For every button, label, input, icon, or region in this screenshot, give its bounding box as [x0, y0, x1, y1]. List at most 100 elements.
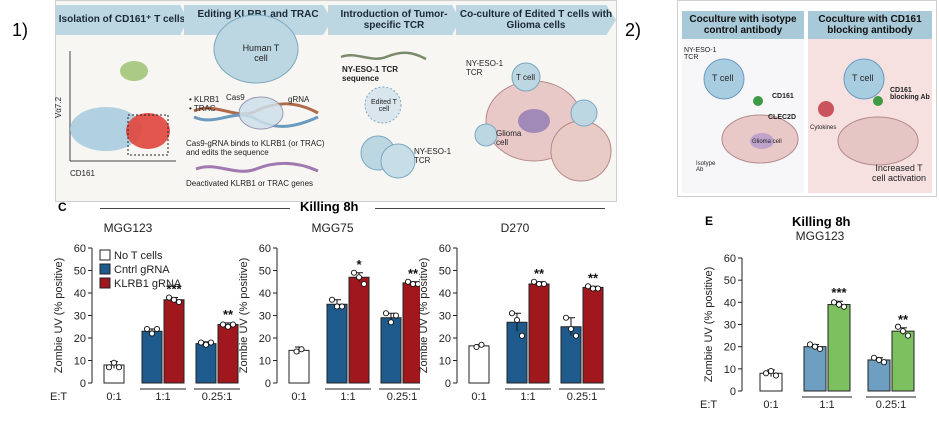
- bar: [141, 330, 163, 384]
- y-tick-label: 60: [439, 243, 451, 255]
- cytokine-cluster: [818, 101, 834, 117]
- s2-isotype-label: Isotype Ab: [696, 161, 716, 173]
- bar: [506, 321, 528, 384]
- s2-glioma-label: Glioma cell: [752, 139, 782, 145]
- coculture-t-cell-3: [474, 123, 498, 147]
- y-tick-label: 0: [265, 378, 271, 390]
- panel-number-2: 2): [625, 20, 642, 40]
- left-glioma-nucleus: [750, 133, 774, 149]
- legend-swatch: [99, 249, 111, 261]
- data-point: [478, 341, 485, 348]
- schematic-1: Isolation of CD161⁺ T cells Editing KLRB…: [54, 0, 617, 202]
- data-point: [355, 274, 363, 281]
- significance-label: **: [898, 312, 909, 327]
- schematic-2-left-title: Coculture with isotype control antibody: [682, 11, 804, 39]
- y-tick-label: 50: [439, 266, 451, 278]
- schematic-2: Coculture with isotype control antibody …: [677, 0, 937, 197]
- chart-title: MGG123: [104, 221, 153, 235]
- glioma-cell-shape-2: [550, 120, 612, 182]
- killing-title-line-left: [100, 208, 290, 209]
- group-label: 0:1: [471, 391, 486, 403]
- editing-note: Cas9-gRNA binds to KLRB1 (or TRAC) and e…: [186, 139, 325, 157]
- y-tick-label: 0: [80, 378, 86, 390]
- data-point: [404, 278, 412, 285]
- panel-number-1: 1): [12, 20, 29, 40]
- group-label: 1:1: [155, 391, 170, 403]
- data-point: [830, 299, 838, 306]
- significance-label: **: [223, 307, 234, 322]
- data-point: [572, 332, 580, 339]
- significance-label: **: [588, 270, 599, 285]
- flow-xlabel: CD161: [70, 169, 95, 178]
- step-header-4: Co-culture of Edited T cells with Glioma…: [456, 5, 616, 35]
- group-label: 0.25:1: [876, 399, 907, 411]
- data-point: [338, 303, 346, 310]
- chart-mgg123: MGG123 0 10 20 30 40 50 60 Zombie UV (% positive…: [50, 221, 240, 403]
- data-point: [110, 359, 118, 366]
- right-t-cell: [843, 58, 885, 100]
- step-header-3: Introduction of Tumor-specific TCR: [328, 5, 460, 35]
- et-prefix: E:T: [700, 399, 717, 411]
- significance-label: ***: [166, 282, 182, 297]
- coculture-tcell-label: T cell: [516, 73, 535, 82]
- y-axis-label: Zombie UV (% positive): [418, 258, 430, 374]
- tcr-nyeso-label: NY-ESO-1 TCR: [414, 147, 452, 165]
- bar: [288, 349, 310, 384]
- edited-t-cell-shape: [364, 86, 402, 124]
- y-axis-label: Zombie UV (% positive): [238, 258, 250, 374]
- data-point: [224, 323, 232, 330]
- data-point: [115, 364, 123, 371]
- data-point: [899, 328, 907, 335]
- schematic-1-art: [69, 14, 612, 182]
- bar: [528, 283, 550, 384]
- group-label: 0:1: [291, 391, 306, 403]
- tcr-sequence-dna: [340, 51, 427, 61]
- y-tick-label: 40: [259, 288, 271, 300]
- bar: [827, 304, 851, 392]
- chart-d270: D270 0 10 20 30 40 50 60 Zombie UV (% positive) *…: [418, 221, 605, 403]
- data-point: [148, 330, 156, 337]
- s2-nyeso-label: NY-ESO-1 TCR: [684, 47, 717, 61]
- data-point: [811, 343, 819, 350]
- legend-swatch: [99, 277, 111, 289]
- y-tick-label: 20: [724, 342, 736, 354]
- y-tick-label: 60: [259, 243, 271, 255]
- data-point: [840, 303, 848, 310]
- y-tick-label: 0: [445, 378, 451, 390]
- y-tick-label: 20: [259, 333, 271, 345]
- data-point: [762, 370, 770, 377]
- data-point: [530, 278, 538, 285]
- s2-right-tcell-label: T cell: [852, 73, 874, 83]
- y-axis-label: Zombie UV (% positive): [703, 267, 715, 383]
- deactivated-dna: [195, 161, 319, 173]
- y-tick-label: 60: [74, 243, 86, 255]
- chart-title: D270: [501, 221, 530, 235]
- bar: [195, 343, 217, 384]
- y-tick-label: 40: [439, 288, 451, 300]
- data-point: [562, 314, 570, 321]
- data-point: [293, 348, 300, 355]
- legend-swatch: [99, 263, 111, 275]
- y-tick-label: 20: [439, 333, 451, 345]
- y-tick-label: 40: [724, 297, 736, 309]
- data-point: [518, 332, 526, 339]
- trac-label: • TRAC: [189, 104, 216, 113]
- group-label: 0.25:1: [387, 391, 418, 403]
- y-tick-label: 30: [74, 311, 86, 323]
- schematic-2-art: [682, 39, 932, 193]
- panel-label-e: E: [705, 214, 714, 228]
- cd161-green-right: [873, 96, 883, 106]
- legend-label: No T cells: [114, 250, 163, 262]
- data-point: [170, 296, 178, 303]
- y-tick-label: 10: [439, 356, 451, 368]
- s2-cytokines-label: Cytokines: [810, 125, 837, 131]
- cd161-green: [753, 96, 763, 106]
- group-label: 1:1: [520, 391, 535, 403]
- klrb1-label: • KLRB1: [189, 95, 220, 104]
- schematic-2-right-title: Coculture with CD161 blocking antibody: [808, 11, 932, 39]
- tcr-seq-label: NY-ESO-1 TCR sequence: [342, 65, 399, 83]
- data-point: [584, 283, 592, 290]
- s2-increased-label: Increased T cell activation: [871, 163, 927, 183]
- data-point: [508, 310, 516, 317]
- data-point: [392, 312, 400, 319]
